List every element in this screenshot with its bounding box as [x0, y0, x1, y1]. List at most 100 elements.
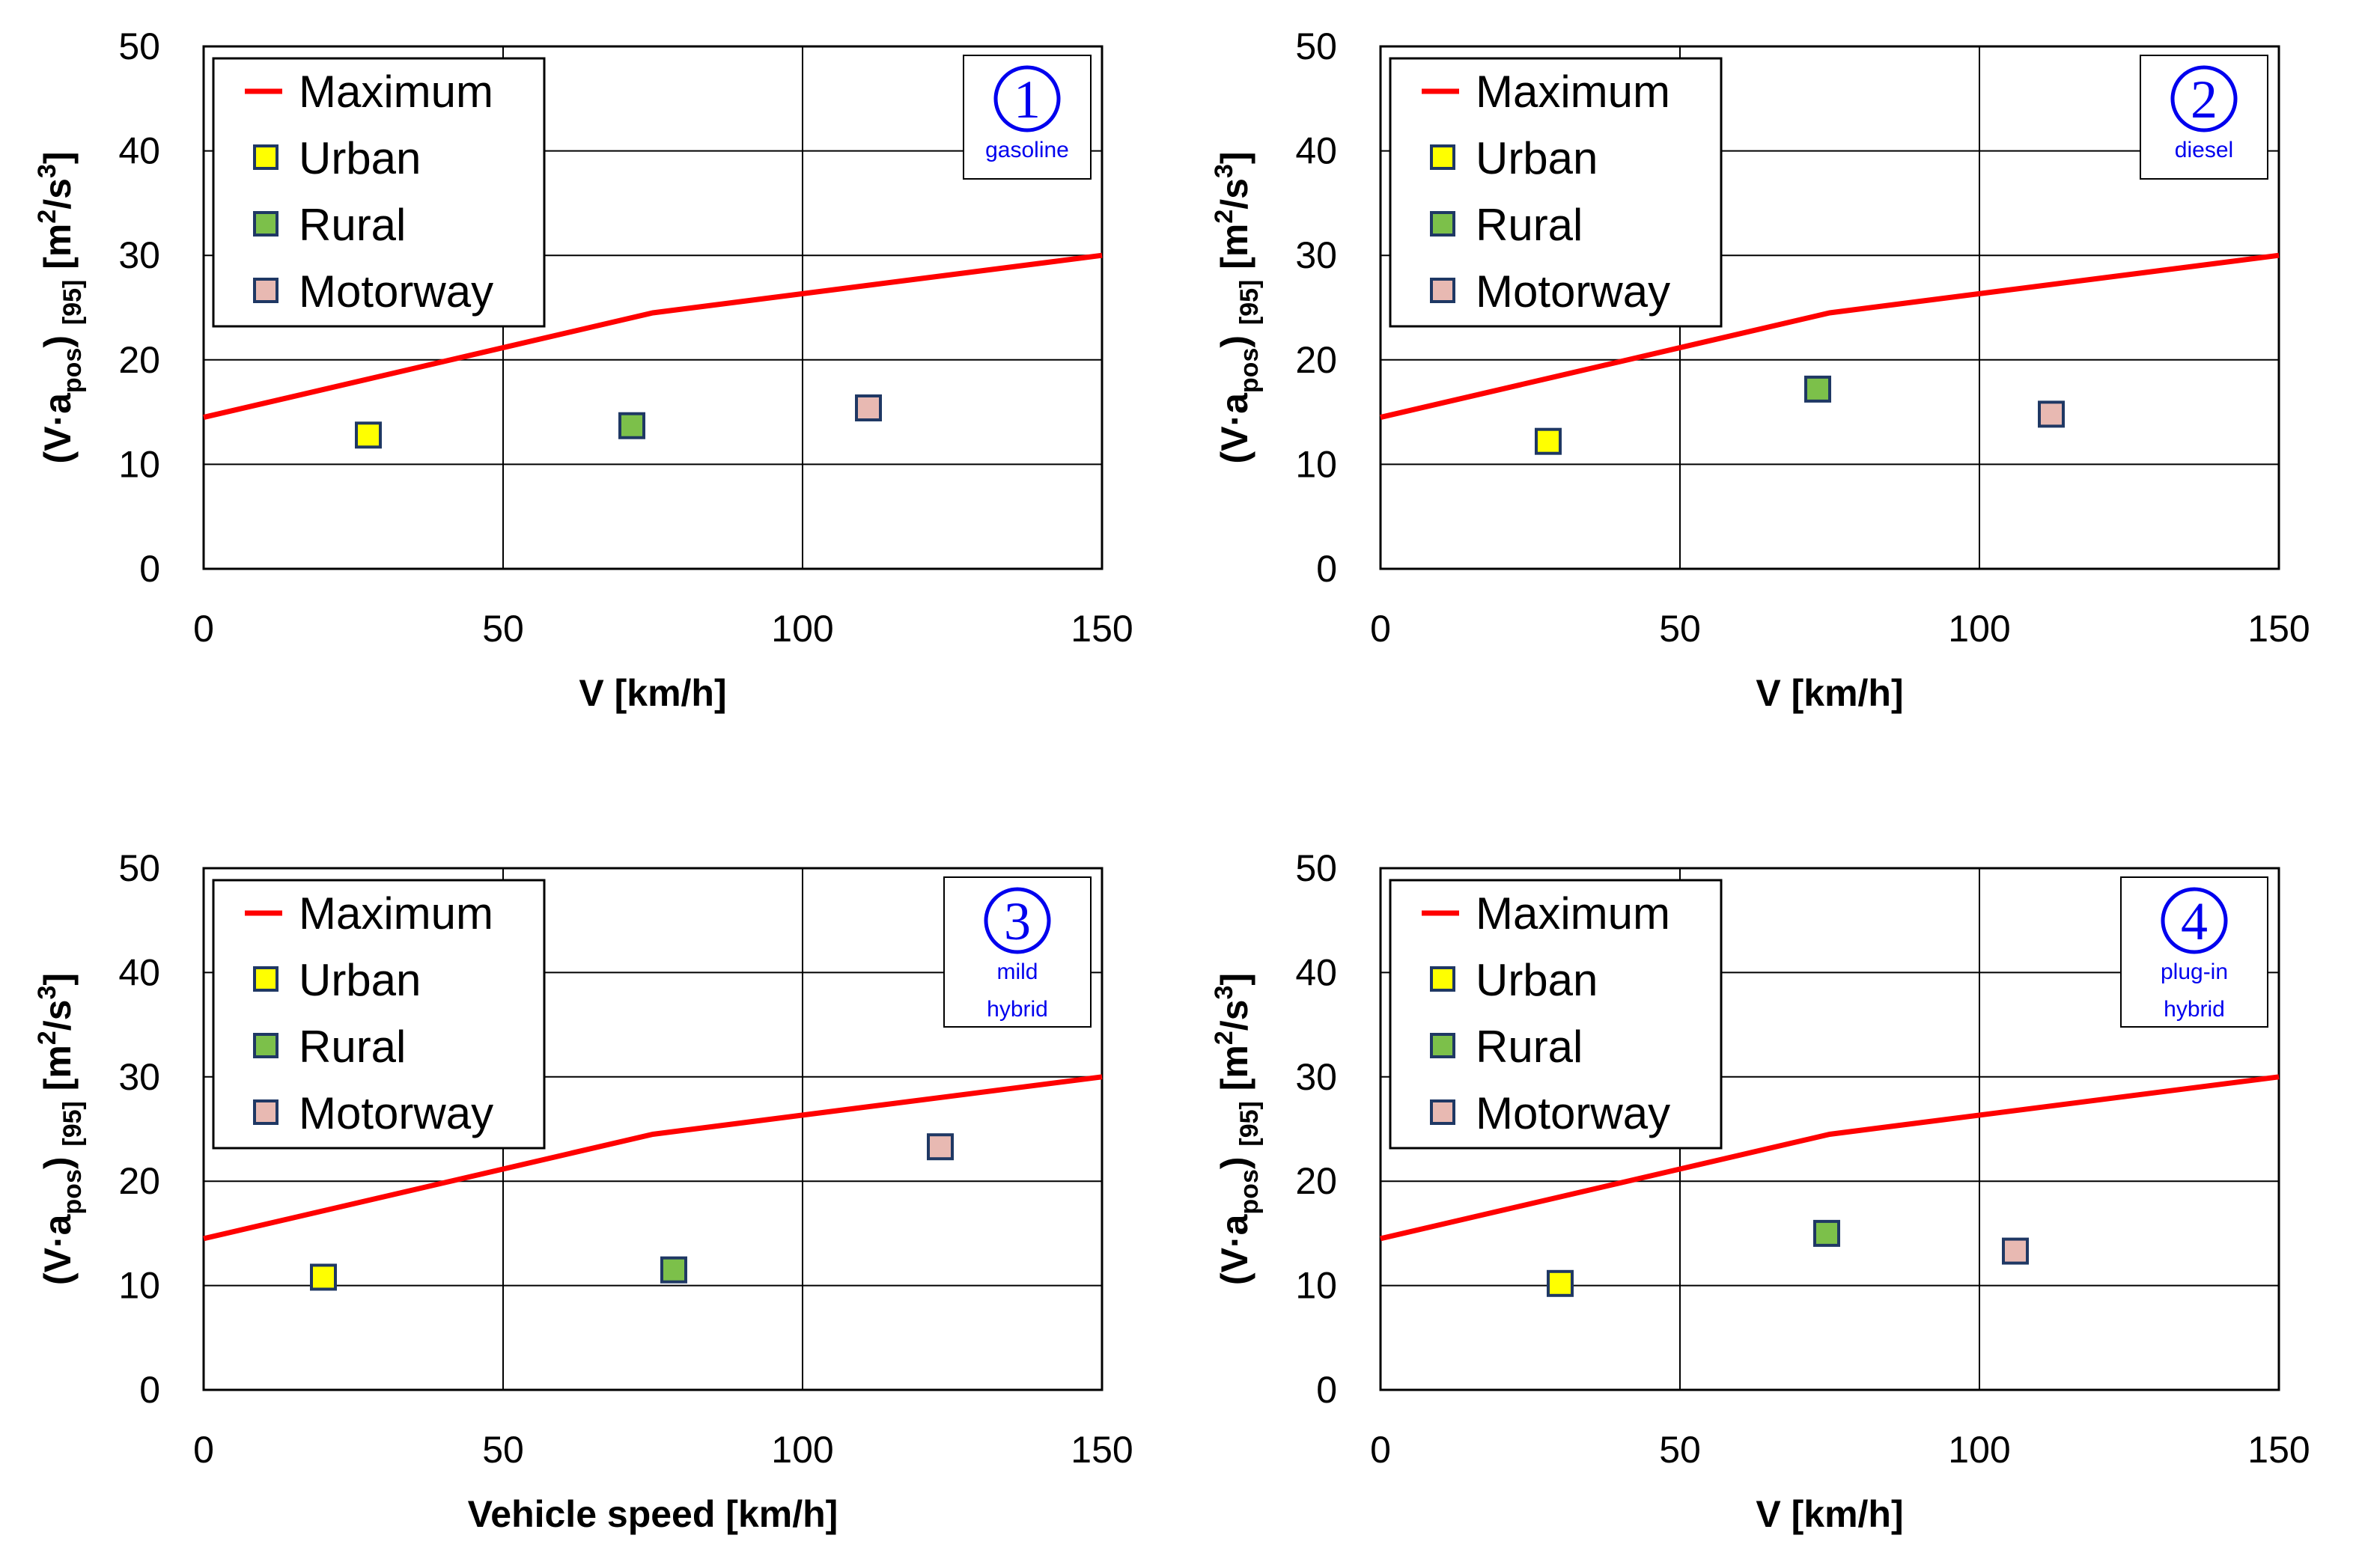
x-tick-label: 50	[482, 608, 524, 650]
x-tick-label: 0	[1370, 608, 1391, 650]
annotation-label: hybrid	[2164, 997, 2225, 1022]
plot-frame	[202, 45, 1104, 570]
y-tick-label: 50	[118, 25, 160, 67]
legend-label: Urban	[1476, 133, 1598, 183]
x-tick-label: 50	[1659, 1429, 1701, 1471]
x-tick-label: 0	[193, 1429, 214, 1471]
annotation-number: 4	[2181, 891, 2208, 951]
y-tick-label: 0	[1316, 548, 1337, 590]
y-tick-label: 40	[1295, 951, 1337, 993]
x-tick-label: 150	[2247, 1429, 2310, 1471]
annotation-circle	[984, 887, 1051, 954]
legend-swatch-rural	[1430, 1033, 1455, 1058]
annotation-label: gasoline	[985, 138, 1069, 162]
y-tick-label: 20	[1295, 1160, 1337, 1202]
annotation-box	[943, 876, 1092, 1028]
y-tick-label: 50	[1295, 25, 1337, 67]
legend-swatch-motorway	[1430, 278, 1455, 303]
annotation-circle	[2161, 887, 2228, 954]
annotation-number: 3	[1004, 891, 1031, 951]
legend-label: Rural	[299, 1022, 406, 1072]
maximum-line	[1380, 1074, 2280, 1242]
marker-urban	[1535, 427, 1562, 455]
chart-panel-2: 0 10 20 30 40 50 0 50 100 150 V [km/h] (V·apos) [95…	[1210, 25, 2310, 714]
x-tick-label: 50	[482, 1429, 524, 1471]
y-axis-label: (V·apos) [95] [m2/s3]	[1210, 973, 1264, 1285]
x-tick-label: 150	[1071, 608, 1133, 650]
legend-label: Maximum	[1476, 888, 1670, 939]
y-tick-label: 10	[1295, 443, 1337, 485]
marker-motorway	[2038, 400, 2065, 428]
x-axis-label: V [km/h]	[1756, 672, 1903, 714]
legend-label: Urban	[299, 133, 421, 183]
chart-panel-4: 0 10 20 30 40 50 0 50 100 150 V [km/h] (V·apos) [95…	[1210, 847, 2310, 1535]
legend-label: Rural	[1476, 200, 1583, 250]
x-tick-label: 50	[1659, 608, 1701, 650]
y-axis-label: (V·apos) [95] [m2/s3]	[1210, 151, 1264, 463]
y-tick-label: 50	[1295, 847, 1337, 889]
x-tick-label: 150	[2247, 608, 2310, 650]
y-tick-label: 0	[1316, 1369, 1337, 1411]
legend-swatch-motorway	[1430, 1099, 1455, 1125]
marker-urban	[310, 1263, 337, 1291]
x-tick-label: 150	[1071, 1429, 1133, 1471]
x-axis-label: V [km/h]	[579, 672, 726, 714]
maximum-line	[203, 1074, 1103, 1242]
legend-label: Maximum	[299, 67, 493, 117]
plot-frame	[202, 867, 1104, 1391]
legend-swatch-rural	[253, 211, 278, 237]
y-tick-label: 30	[118, 1056, 160, 1098]
legend-label: Motorway	[1476, 1088, 1670, 1138]
chart-panel-3: 0 10 20 30 40 50 0 50 100 150 Vehicle speed [km/h]…	[33, 847, 1133, 1535]
marker-rural	[618, 412, 645, 439]
marker-motorway	[2002, 1237, 2029, 1265]
marker-motorway	[855, 394, 882, 422]
x-tick-label: 0	[193, 608, 214, 650]
x-tick-label: 100	[771, 608, 833, 650]
legend-label: Urban	[1476, 955, 1598, 1005]
marker-rural	[1804, 375, 1831, 403]
maximum-line	[203, 252, 1103, 420]
legend-label: Motorway	[1476, 266, 1670, 317]
legend-label: Rural	[299, 200, 406, 250]
y-tick-label: 30	[1295, 234, 1337, 276]
x-tick-label: 100	[1948, 608, 2010, 650]
marker-motorway	[927, 1133, 954, 1161]
legend-label: Maximum	[299, 888, 493, 939]
legend-swatch-rural	[1430, 211, 1455, 237]
legend-swatch-urban	[253, 966, 278, 992]
annotation-circle	[993, 65, 1061, 132]
y-tick-label: 20	[118, 339, 160, 381]
annotation-box	[2140, 55, 2268, 180]
y-tick-label: 10	[118, 1265, 160, 1307]
y-tick-label: 40	[118, 130, 160, 172]
marker-rural	[660, 1256, 687, 1284]
y-tick-label: 40	[118, 951, 160, 993]
annotation-number: 2	[2191, 70, 2217, 129]
legend-swatch-motorway	[253, 278, 278, 303]
y-tick-label: 30	[1295, 1056, 1337, 1098]
y-tick-label: 10	[1295, 1265, 1337, 1307]
marker-urban	[1547, 1269, 1574, 1297]
legend-swatch-urban	[1430, 144, 1455, 170]
y-tick-label: 40	[1295, 130, 1337, 172]
annotation-label: hybrid	[987, 997, 1048, 1022]
x-tick-label: 100	[771, 1429, 833, 1471]
y-tick-label: 0	[139, 548, 160, 590]
legend-swatch-motorway	[253, 1099, 278, 1125]
legend-label: Motorway	[299, 1088, 493, 1138]
marker-rural	[1813, 1219, 1840, 1247]
chart-panel-1: 0 10 20 30 40 50 0 50 100 150 V [km/h] (V·apos) [95…	[33, 25, 1133, 714]
legend-label: Urban	[299, 955, 421, 1005]
y-axis-label: (V·apos) [95] [m2/s3]	[33, 151, 87, 463]
y-tick-label: 10	[118, 443, 160, 485]
x-tick-label: 100	[1948, 1429, 2010, 1471]
plot-frame	[1379, 867, 2280, 1391]
annotation-number: 1	[1014, 70, 1041, 129]
y-tick-label: 30	[118, 234, 160, 276]
legend-label: Rural	[1476, 1022, 1583, 1072]
annotation-label: diesel	[2175, 138, 2233, 162]
annotation-circle	[2170, 65, 2238, 132]
x-axis-label: V [km/h]	[1756, 1493, 1903, 1535]
